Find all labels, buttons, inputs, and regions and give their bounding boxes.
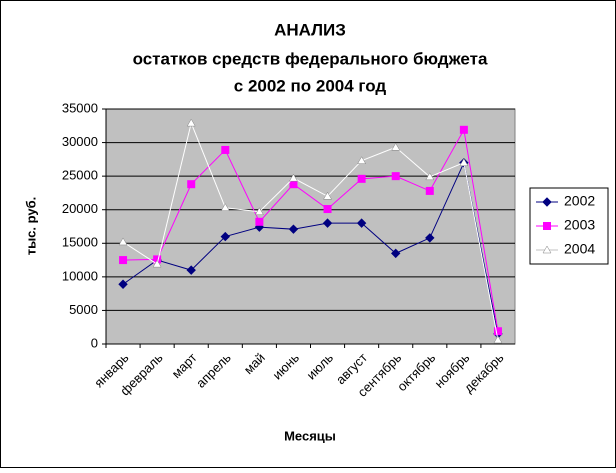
marker	[119, 256, 128, 265]
marker	[543, 222, 551, 230]
marker	[220, 231, 230, 242]
marker	[459, 125, 468, 134]
marker	[391, 172, 400, 181]
marker	[542, 245, 552, 254]
marker	[255, 217, 264, 226]
marker	[288, 224, 299, 234]
marker	[187, 180, 196, 189]
chart-title: с 2002 по 2004 год	[234, 76, 387, 95]
marker	[493, 327, 502, 336]
marker	[186, 265, 196, 275]
marker	[289, 180, 298, 189]
series-line	[122, 121, 499, 341]
marker	[542, 197, 552, 207]
legend-label: 2002	[564, 193, 595, 209]
y-tick-label: 20000	[62, 201, 98, 216]
marker	[357, 156, 367, 164]
marker	[254, 207, 264, 215]
series-line	[123, 128, 499, 332]
y-tick-label: 30000	[62, 134, 98, 149]
x-axis-label: Месяцы	[284, 428, 336, 443]
marker	[323, 205, 332, 214]
chart-title: АНАЛИЗ	[274, 20, 346, 39]
marker	[459, 158, 469, 166]
marker	[254, 222, 265, 232]
chart-title: остатков средств федерального бюджета	[133, 49, 488, 68]
y-tick-label: 0	[91, 335, 98, 350]
marker	[493, 335, 503, 344]
marker	[220, 203, 230, 211]
marker	[357, 174, 366, 183]
marker	[221, 145, 230, 154]
marker	[118, 237, 128, 246]
marker	[391, 142, 401, 151]
y-axis-label: тыс. руб.	[23, 197, 38, 256]
legend-label: 2004	[564, 241, 595, 257]
legend-label: 2003	[564, 217, 595, 233]
marker	[186, 118, 196, 127]
marker	[118, 279, 128, 289]
marker	[322, 218, 333, 228]
series-line	[122, 161, 499, 335]
marker	[425, 233, 435, 243]
marker	[391, 248, 401, 259]
y-tick-label: 15000	[62, 235, 98, 250]
marker	[152, 259, 162, 268]
marker	[425, 172, 435, 181]
marker	[289, 173, 298, 182]
y-tick-label: 10000	[62, 268, 98, 283]
y-tick-label: 25000	[62, 168, 98, 183]
marker	[425, 186, 434, 195]
y-tick-label: 5000	[69, 302, 98, 317]
marker	[323, 191, 332, 200]
marker	[356, 218, 367, 228]
y-tick-label: 35000	[62, 100, 98, 115]
